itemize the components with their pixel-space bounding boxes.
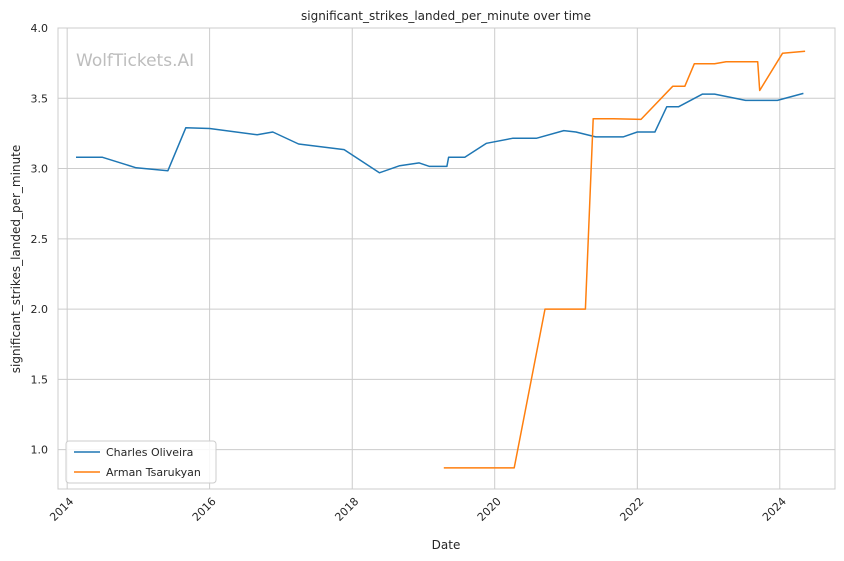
x-tick-label: 2016 (190, 495, 219, 524)
chart-title: significant_strikes_landed_per_minute ov… (301, 9, 591, 23)
x-tick-label: 2018 (332, 495, 361, 524)
legend: Charles Oliveira Arman Tsarukyan (65, 440, 217, 484)
series-layer (76, 50, 806, 469)
y-tick-label: 1.0 (31, 444, 49, 457)
grid (58, 27, 835, 489)
plot-area-border (57, 27, 836, 490)
y-axis-label: significant_strikes_landed_per_minute (9, 145, 23, 374)
x-axis-label: Date (432, 538, 461, 552)
legend-frame (65, 440, 217, 484)
y-tick-label: 2.0 (31, 303, 49, 316)
y-tick-label: 3.5 (31, 92, 49, 105)
y-axis-ticks: 1.0 1.5 2.0 2.5 3.0 3.5 4.0 (31, 22, 49, 457)
y-tick-label: 3.0 (31, 163, 49, 176)
y-tick-label: 1.5 (31, 373, 49, 386)
legend-label-arman-tsarukyan: Arman Tsarukyan (106, 466, 201, 479)
x-tick-label: 2014 (47, 495, 76, 524)
y-tick-label: 4.0 (31, 22, 49, 35)
legend-label-charles-oliveira: Charles Oliveira (106, 446, 193, 459)
x-tick-label: 2024 (760, 495, 789, 524)
series-line-charles-oliveira (76, 92, 804, 174)
x-tick-label: 2022 (617, 495, 646, 524)
series-line-arman-tsarukyan (443, 50, 806, 469)
x-tick-label: 2020 (475, 495, 504, 524)
x-axis-ticks: 2014 2016 2018 2020 2022 2024 (47, 495, 789, 524)
y-tick-label: 2.5 (31, 233, 49, 246)
watermark: WolfTickets.AI (76, 51, 194, 71)
